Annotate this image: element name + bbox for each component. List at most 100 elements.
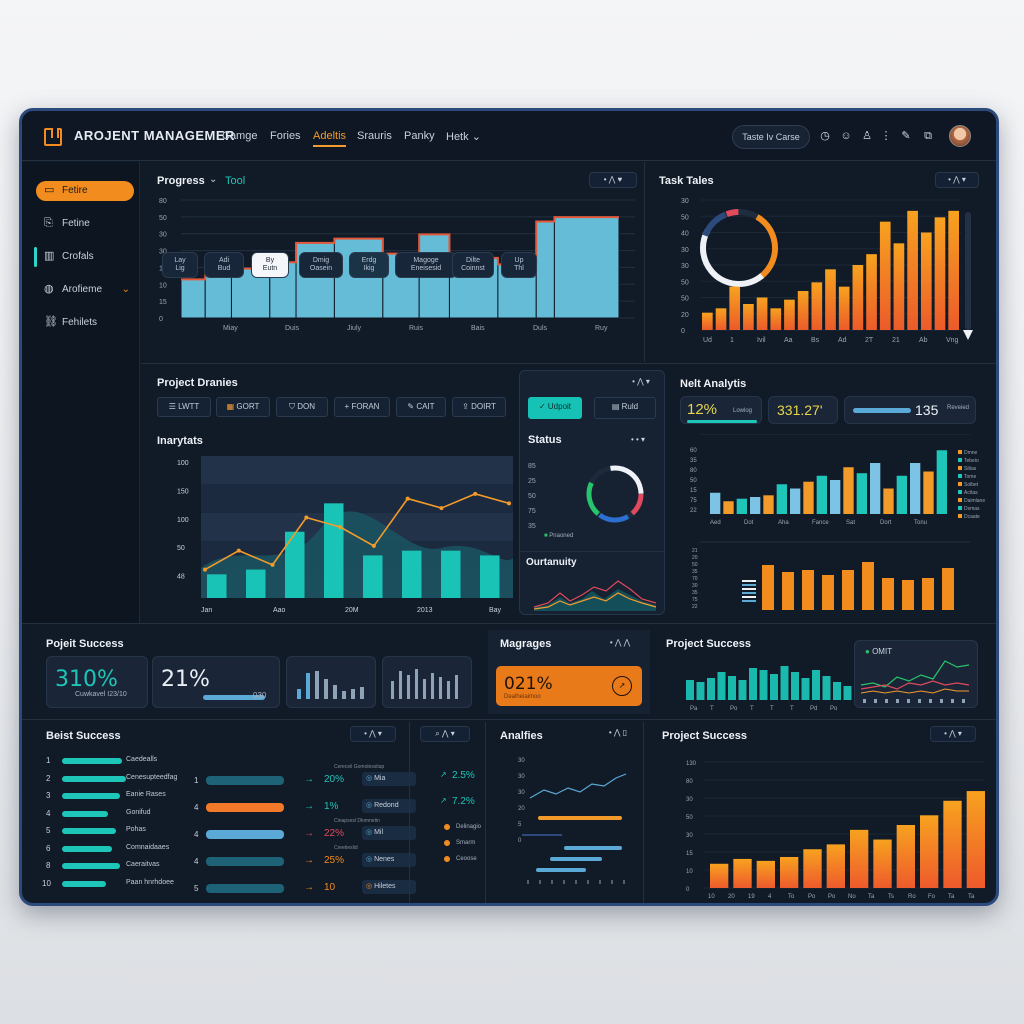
sidebar-item-3[interactable]: ▥ Crofals xyxy=(34,247,134,267)
status-y-tick: 50 xyxy=(528,493,536,500)
panel-controls[interactable]: • ⋀ ▾ xyxy=(935,172,979,188)
edit-icon[interactable]: ✎ xyxy=(901,130,911,142)
filter-chip[interactable]: Up Thl xyxy=(501,252,537,278)
panel-controls[interactable]: • ⋀ ▾ xyxy=(350,726,396,742)
file-icon: ⎘ xyxy=(44,217,53,229)
omit-tick xyxy=(940,699,943,703)
avatar[interactable] xyxy=(949,125,971,147)
x-tick-label: Ab xyxy=(919,337,928,344)
sidebar-item-4[interactable]: ◍ Arofieme ⌄ xyxy=(36,280,134,300)
mid-tag[interactable]: ◎ Hiletes xyxy=(362,880,416,894)
scrollbar[interactable] xyxy=(965,212,971,330)
side-tab[interactable]: ✓ Udpoit xyxy=(528,397,582,419)
sidebar-item-2[interactable]: ⎘ Fetine xyxy=(36,214,134,234)
nav-item-1[interactable]: Camge xyxy=(222,130,258,142)
panel-controls[interactable]: • • ▾ xyxy=(630,435,646,444)
y-tick-label: 50 xyxy=(686,815,693,821)
filter-chip[interactable]: Adi Bud xyxy=(204,252,244,278)
y-tick-label: 30 xyxy=(681,247,689,254)
chart-band xyxy=(201,484,513,513)
success-bar xyxy=(812,670,820,700)
nav-item-2[interactable]: Fories xyxy=(270,130,301,142)
y-tick-label: 40 xyxy=(681,231,689,238)
stat-card-2[interactable]: 331.27' xyxy=(768,396,838,424)
more-icon[interactable]: ⋮ xyxy=(880,130,892,142)
messages-card[interactable]: 021% Dealheiaimoo ↗ xyxy=(496,666,642,706)
x-tick-label: Ro xyxy=(908,894,916,900)
legend-swatch xyxy=(958,450,962,454)
omit-card[interactable]: ● OMIT xyxy=(854,640,978,708)
mid-tag[interactable]: ◎ Mia xyxy=(362,772,416,786)
x-tick-label: No xyxy=(848,894,856,900)
tag-icon: ◎ xyxy=(366,829,375,836)
quantity-line-red xyxy=(534,580,657,608)
mid-tag[interactable]: ◎ Mil xyxy=(362,826,416,840)
sidebar-item-1[interactable]: ▭ Fetire xyxy=(36,181,134,201)
draft-tab[interactable]: ▦ GORT xyxy=(216,397,270,417)
x-tick-label: Dot xyxy=(744,520,754,526)
task-bar xyxy=(879,221,891,330)
legend-dot-icon: ■ xyxy=(544,533,548,539)
clock-icon[interactable]: ◷ xyxy=(820,130,830,142)
analytics-bar-2 xyxy=(522,834,562,836)
success-bar xyxy=(833,682,841,700)
chat-icon[interactable]: ☺ xyxy=(840,130,852,142)
filter-chip[interactable]: By Eutn xyxy=(251,252,289,278)
x-tick-label: Ta xyxy=(968,894,975,900)
stat-2-value: 331.27' xyxy=(777,402,823,418)
legend-label: Dsmas xyxy=(964,506,980,512)
mid-tag[interactable]: ◎ Nenes xyxy=(362,853,416,867)
cta-pill-button[interactable]: Taste Iv Carse xyxy=(732,125,810,149)
draft-tab[interactable]: ⇪ DOIRT xyxy=(452,397,506,417)
stack-segment xyxy=(742,580,756,582)
status-legend-label: Pnaoned xyxy=(549,533,574,539)
draft-tab[interactable]: ☰ LWTT xyxy=(157,397,211,417)
chevron-down-icon[interactable]: ⌄ xyxy=(209,174,218,185)
status-seg-white xyxy=(586,465,644,523)
nav-item-5[interactable]: Panky xyxy=(404,130,435,142)
mid-tag[interactable]: ◎ Redond xyxy=(362,799,416,813)
stat-card-1[interactable]: 12% Lowlog xyxy=(680,396,762,424)
draft-tab[interactable]: ✎ CAIT xyxy=(396,397,446,417)
filter-chip[interactable]: Lay Lig xyxy=(162,252,198,278)
side-tab-label: Udpoit xyxy=(547,402,572,411)
filter-chip-bottom: Oasein xyxy=(309,265,333,272)
net-bar xyxy=(870,463,881,514)
spark-card-1[interactable] xyxy=(286,656,376,708)
x-tick-label: Aao xyxy=(273,607,286,614)
spark-card-2[interactable] xyxy=(382,656,472,708)
arrow-icon[interactable]: ↗ xyxy=(612,676,632,696)
filter-chip[interactable]: Erdg Ikig xyxy=(349,252,389,278)
task-bar xyxy=(907,210,918,330)
stat-card-3[interactable]: 135 Reveied xyxy=(844,396,976,424)
panel-controls[interactable]: • ⋀ ♥ xyxy=(589,172,637,188)
rank-number: 6 xyxy=(46,843,51,853)
x-tick-label: Ta xyxy=(868,894,875,900)
doc-icon: ▤ xyxy=(611,402,622,411)
panel-controls[interactable]: • ⋀ ⋀ xyxy=(609,638,631,647)
panel-controls[interactable]: • ⋀ ▾ xyxy=(930,726,976,742)
nav-item-6[interactable]: Hetk ⌄ xyxy=(446,130,481,143)
panel-controls[interactable]: • ⋀ ▾ xyxy=(632,377,650,386)
analytics-bar-4 xyxy=(550,857,602,861)
filter-chip[interactable]: Dilte Coinnst xyxy=(452,252,494,278)
y-tick-label: 0 xyxy=(686,887,690,893)
draft-tab[interactable]: + FORAN xyxy=(334,397,390,417)
nav-item-3[interactable]: Adeltis xyxy=(313,130,347,147)
panel-controls[interactable]: • ⋀ ▯ xyxy=(608,728,628,737)
draft-tab[interactable]: ⛉ DON xyxy=(276,397,328,417)
export-icon[interactable]: ⧉ xyxy=(924,130,932,142)
filter-chip[interactable]: Dmig Oasein xyxy=(299,252,343,278)
user-icon[interactable]: ♙ xyxy=(862,130,872,142)
progress-subtitle[interactable]: Tool xyxy=(225,175,246,187)
success-stat-card-1[interactable]: 310% Cuwkavel I23/10 xyxy=(46,656,148,708)
filter-chip[interactable]: Magoge Eneisesid xyxy=(395,252,457,278)
success-stat-card-2[interactable]: 21% 030 xyxy=(152,656,280,708)
scroll-handle-icon[interactable] xyxy=(963,330,973,340)
spark-bar xyxy=(360,687,364,699)
search-controls[interactable]: ⌕ ⋀ ▾ xyxy=(420,726,470,742)
sidebar-item-5[interactable]: ⛓ Fehilets xyxy=(36,313,134,333)
nav-item-4[interactable]: Srauris xyxy=(357,130,392,142)
side-tab[interactable]: ▤ Ruld xyxy=(594,397,656,419)
y-tick-label: 35 xyxy=(690,458,697,464)
